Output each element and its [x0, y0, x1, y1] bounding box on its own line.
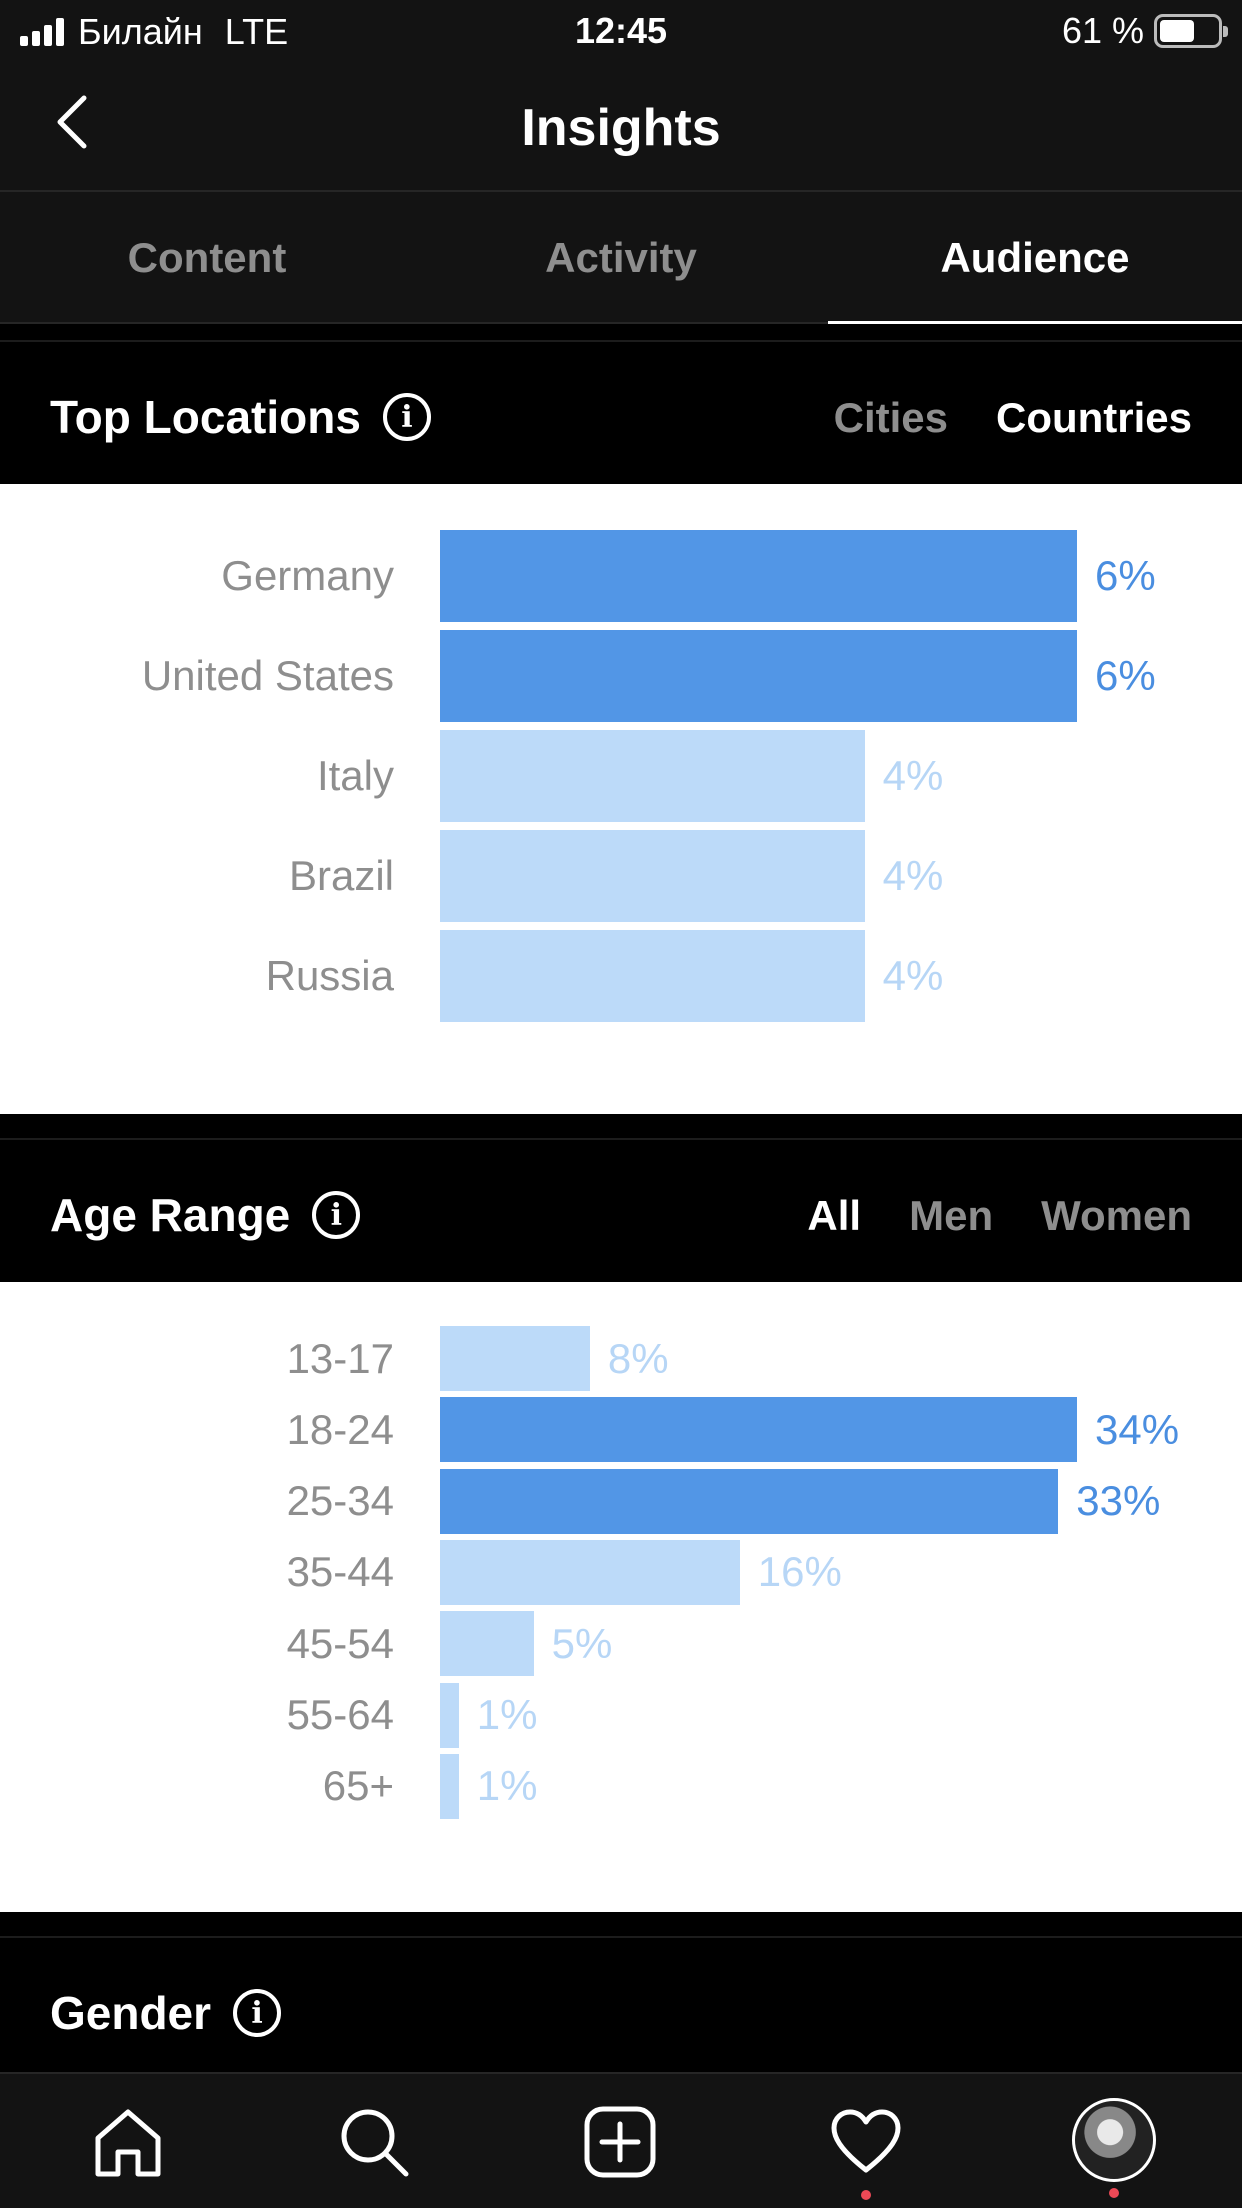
bar [440, 1397, 1077, 1463]
bar-value: 6% [1095, 552, 1156, 599]
bar-label: Brazil [288, 852, 394, 899]
network-type: LTE [224, 11, 289, 52]
clock: 12:45 [574, 10, 668, 51]
bar [440, 1326, 590, 1391]
bar-value: 8% [607, 1334, 669, 1382]
countries-toggle[interactable]: Countries [995, 394, 1192, 441]
bar-label: 45-54 [286, 1619, 394, 1667]
add-post-button[interactable] [582, 2104, 658, 2180]
info-icon[interactable]: i [382, 393, 431, 441]
bar-label: Germany [221, 552, 394, 599]
men-toggle[interactable]: Men [909, 1192, 994, 1239]
battery-icon [1154, 14, 1228, 48]
bar-value: 1% [476, 1691, 538, 1738]
chart-row: 55-64 1% [0, 1682, 1242, 1748]
home-icon [95, 2109, 161, 2177]
chart-row: 18-24 34% [0, 1397, 1242, 1463]
bar-value: 4% [882, 952, 944, 999]
age-range-header: Age Range i All Men Women [0, 1140, 1242, 1282]
bar-label: 65+ [322, 1762, 394, 1810]
chart-row: 25-34 33% [0, 1468, 1242, 1534]
tab-content[interactable]: Content [127, 234, 287, 281]
back-button[interactable] [46, 92, 106, 152]
bar-label: 55-64 [286, 1691, 394, 1738]
chart-row: 45-54 5% [0, 1611, 1242, 1677]
add-post-icon [584, 2106, 656, 2178]
bar-value: 4% [882, 852, 944, 899]
insights-tabs: Content Activity Audience [0, 192, 1242, 324]
bottom-tab-bar [0, 2072, 1242, 2208]
notification-dot [1109, 2188, 1119, 2198]
carrier-name: Билайн [78, 11, 203, 52]
bar [440, 730, 865, 822]
bar [440, 1468, 1059, 1534]
activity-heart-icon [831, 2109, 901, 2173]
search-button[interactable] [336, 2104, 412, 2180]
bar-value: 34% [1095, 1405, 1180, 1453]
section-divider [0, 1912, 1242, 1938]
bar-value: 16% [757, 1548, 842, 1596]
status-bar: Билайн LTE 12:45 61 % [0, 0, 1242, 62]
chart-row: 65+ 1% [0, 1753, 1242, 1819]
bar-label: Italy [316, 752, 394, 799]
bar [440, 1611, 534, 1677]
bar-value: 1% [476, 1762, 538, 1810]
top-locations-header: Top Locations i Cities Countries [0, 342, 1242, 484]
bar [440, 1539, 740, 1605]
notification-dot [861, 2190, 871, 2200]
bar [440, 930, 865, 1022]
women-toggle[interactable]: Women [1041, 1192, 1192, 1239]
chart-row: Germany 6% [0, 530, 1242, 622]
bar-value: 6% [1095, 652, 1156, 699]
info-icon[interactable]: i [233, 1989, 282, 2037]
chart-row: Italy 4% [0, 730, 1242, 822]
bar-label: Russia [265, 952, 394, 999]
tab-activity[interactable]: Activity [545, 234, 697, 281]
section-divider [0, 324, 1242, 342]
chart-row: Russia 4% [0, 930, 1242, 1022]
chart-row: Brazil 4% [0, 830, 1242, 922]
tab-audience[interactable]: Audience [828, 192, 1242, 324]
bar [440, 630, 1077, 722]
bar-value: 33% [1076, 1477, 1161, 1525]
page-title: Insights [521, 99, 721, 157]
chart-row: 13-17 8% [0, 1326, 1242, 1391]
bar-label: 18-24 [286, 1405, 394, 1453]
battery-percent: 61 % [1061, 10, 1144, 51]
navigation-header: Insights [0, 62, 1242, 192]
bar-label: 13-17 [286, 1334, 394, 1382]
gender-header: Gender i [0, 1938, 1242, 2072]
bar [440, 1682, 459, 1748]
chart-row: United States 6% [0, 630, 1242, 722]
activity-button[interactable] [828, 2104, 904, 2200]
chart-row: 35-44 16% [0, 1539, 1242, 1605]
chevron-left-icon [57, 95, 87, 149]
cities-toggle[interactable]: Cities [833, 394, 948, 441]
bar-value: 4% [882, 752, 944, 799]
bar-label: 35-44 [286, 1548, 394, 1596]
cellular-signal-icon [20, 18, 64, 46]
bar-value: 5% [551, 1619, 613, 1667]
bar [440, 830, 865, 922]
all-toggle[interactable]: All [807, 1192, 862, 1239]
top-locations-title: Top Locations [50, 391, 361, 443]
gender-title: Gender [50, 1987, 212, 2039]
info-icon[interactable]: i [312, 1191, 361, 1239]
bar [440, 530, 1077, 622]
bar-label: United States [141, 652, 394, 699]
bar [440, 1753, 459, 1819]
section-divider [0, 1114, 1242, 1140]
search-icon [341, 2109, 409, 2177]
age-range-chart: 13-17 8% 18-24 34% 25-34 33% 35-44 16% 45-54 5% 55… [0, 1282, 1242, 1912]
top-locations-chart: Germany 6% United States 6% Italy 4% Brazil 4% R… [0, 484, 1242, 1114]
profile-avatar[interactable] [1072, 2098, 1156, 2182]
bar-label: 25-34 [286, 1477, 394, 1525]
home-button[interactable] [90, 2104, 166, 2180]
age-range-title: Age Range [50, 1189, 291, 1241]
